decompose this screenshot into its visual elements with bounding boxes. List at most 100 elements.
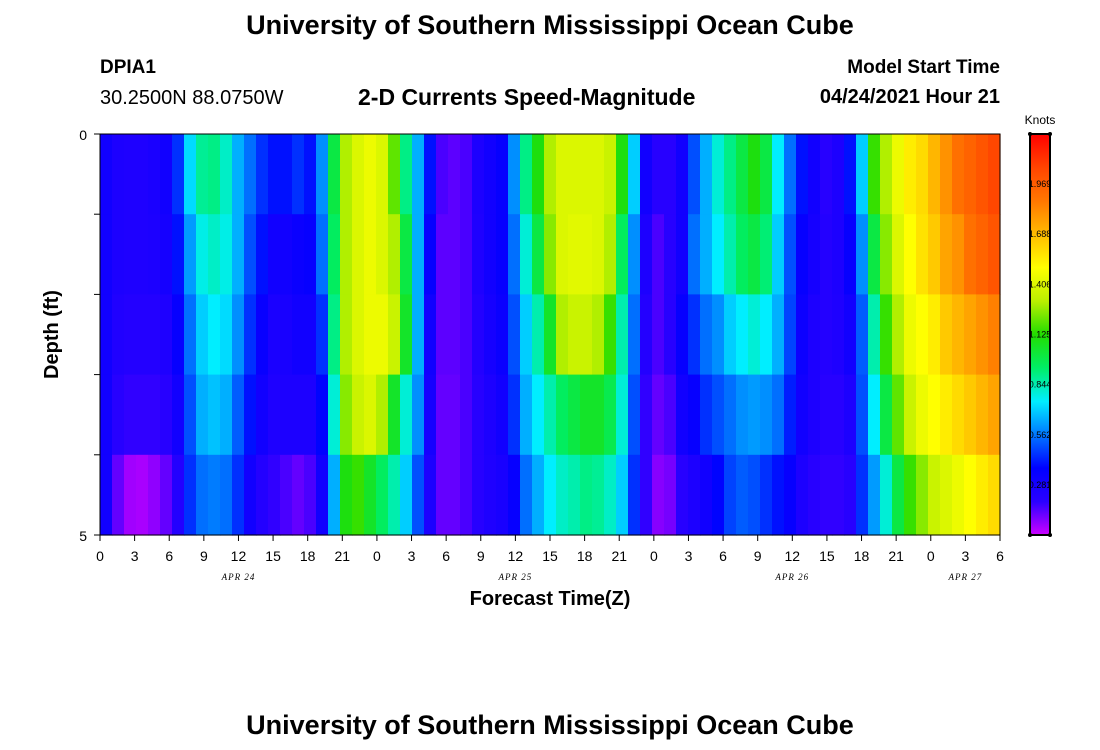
heatmap-cell: [388, 374, 401, 456]
heatmap-cell: [556, 294, 569, 376]
heatmap-cell: [220, 374, 233, 456]
heatmap-cell: [220, 214, 233, 295]
heatmap-cell: [100, 134, 113, 215]
x-tick-label: 3: [131, 548, 139, 564]
heatmap-cell: [460, 454, 473, 536]
heatmap-cell: [748, 134, 761, 215]
heatmap-cell: [760, 214, 773, 295]
heatmap-cell: [736, 454, 749, 536]
heatmap-cell: [940, 374, 953, 456]
heatmap-cell: [340, 294, 353, 376]
heatmap-cell: [820, 374, 833, 456]
heatmap-cell: [112, 214, 125, 295]
heatmap-cell: [976, 454, 989, 536]
heatmap-cell: [364, 454, 377, 536]
heatmap-cell: [652, 294, 665, 376]
heatmap-cell: [316, 134, 329, 215]
heatmap-cell: [532, 214, 545, 295]
heatmap-cell: [124, 214, 137, 295]
colorbar-corner: [1048, 132, 1052, 136]
heatmap-cell: [280, 294, 293, 376]
heatmap-cell: [712, 214, 725, 295]
heatmap-cell: [964, 294, 977, 376]
heatmap-cell: [172, 454, 185, 536]
heatmap-cell: [820, 214, 833, 295]
colorbar-corner: [1048, 533, 1052, 537]
heatmap-cell: [808, 454, 821, 536]
heatmap-cell: [808, 294, 821, 376]
heatmap-cell: [820, 454, 833, 536]
heatmap-cell: [232, 294, 245, 376]
heatmap-cell: [148, 214, 161, 295]
heatmap-cell: [400, 214, 413, 295]
heatmap-cell: [868, 134, 881, 215]
heatmap-cell: [916, 294, 929, 376]
heatmap-cell: [328, 454, 341, 536]
heatmap-cell: [376, 134, 389, 215]
heatmap-cell: [640, 374, 653, 456]
y-tick-label: 5: [79, 528, 87, 544]
heatmap-cell: [280, 134, 293, 215]
heatmap-cell: [112, 454, 125, 536]
heatmap-cell: [304, 454, 317, 536]
heatmap-cell: [208, 454, 221, 536]
heatmap-cell: [736, 294, 749, 376]
y-tick-label: 0: [79, 127, 87, 143]
heatmap-cell: [676, 214, 689, 295]
heatmap-cell: [124, 134, 137, 215]
heatmap-cell: [640, 454, 653, 536]
heatmap-cell: [472, 294, 485, 376]
heatmap-cell: [772, 134, 785, 215]
footer-title: University of Southern Mississippi Ocean…: [246, 710, 854, 740]
heatmap-cell: [880, 134, 893, 215]
heatmap-cell: [772, 374, 785, 456]
x-tick-label: 6: [442, 548, 450, 564]
heatmap-cell: [556, 214, 569, 295]
heatmap-cell: [952, 454, 965, 536]
heatmap-cell: [304, 294, 317, 376]
heatmap-cell: [640, 214, 653, 295]
colorbar-tick-label: 1.969: [1029, 179, 1052, 189]
heatmap-cell: [760, 454, 773, 536]
heatmap-cell: [700, 454, 713, 536]
heatmap-cell: [100, 214, 113, 295]
heatmap-cell: [172, 374, 185, 456]
heatmap-cell: [688, 294, 701, 376]
heatmap-cell: [664, 374, 677, 456]
heatmap-cell: [976, 294, 989, 376]
x-tick-label: 21: [888, 548, 904, 564]
x-tick-label: 3: [961, 548, 969, 564]
colorbar-tick-label: 1.125: [1029, 330, 1052, 340]
heatmap-cell: [292, 214, 305, 295]
heatmap-cell: [844, 294, 857, 376]
heatmap-cell: [784, 374, 797, 456]
x-tick-label: 6: [719, 548, 727, 564]
heatmap-cell: [580, 134, 593, 215]
heatmap-cell: [256, 214, 269, 295]
heatmap-cell: [124, 454, 137, 536]
heatmap-cell: [352, 134, 365, 215]
heatmap-cell: [988, 374, 1001, 456]
heatmap-cell: [316, 374, 329, 456]
heatmap-cell: [664, 454, 677, 536]
heatmap-cell: [508, 374, 521, 456]
heatmap-cell: [592, 374, 605, 456]
station-id: DPIA1: [100, 57, 156, 78]
heatmap-cell: [844, 214, 857, 295]
heatmap-cell: [808, 134, 821, 215]
heatmap-cell: [940, 134, 953, 215]
heatmap-cell: [928, 294, 941, 376]
heatmap-cell: [208, 374, 221, 456]
heatmap-cell: [892, 454, 905, 536]
heatmap-cell: [136, 454, 149, 536]
heatmap-cell: [532, 454, 545, 536]
heatmap-cell: [352, 454, 365, 536]
heatmap-cell: [796, 134, 809, 215]
heatmap-cell: [952, 374, 965, 456]
heatmap-cell: [832, 454, 845, 536]
heatmap-cell: [388, 454, 401, 536]
colorbar-tick-label: 0.281: [1029, 480, 1052, 490]
heatmap-cell: [832, 294, 845, 376]
heatmap-cell: [724, 134, 737, 215]
heatmap-cell: [532, 134, 545, 215]
